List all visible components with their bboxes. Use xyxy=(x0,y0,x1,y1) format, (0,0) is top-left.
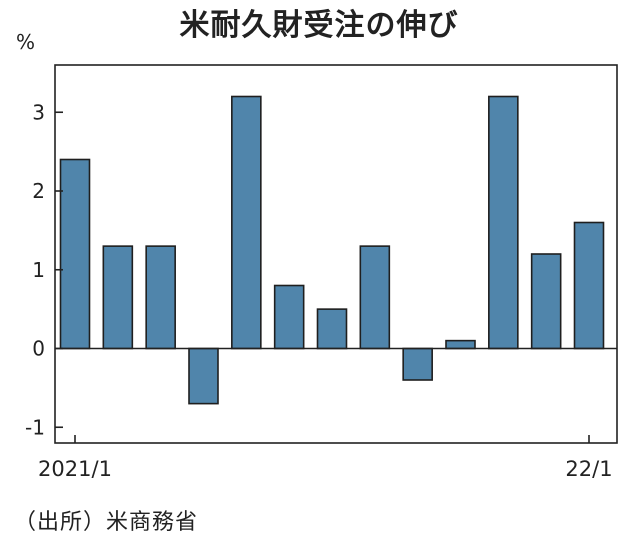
chart-title: 米耐久財受注の伸び xyxy=(179,8,459,43)
bar xyxy=(402,347,433,381)
bar xyxy=(445,339,476,350)
bar xyxy=(573,221,605,350)
plot-frame xyxy=(54,64,618,444)
bar xyxy=(231,95,262,350)
y-axis-unit: % xyxy=(16,30,36,54)
bar xyxy=(188,347,219,405)
x-tick-label: 2021/1 xyxy=(38,457,112,481)
y-tick-label: 0 xyxy=(32,337,45,361)
bar xyxy=(102,245,134,350)
bar xyxy=(59,158,91,350)
y-tick-label: 2 xyxy=(32,179,45,203)
bar xyxy=(316,308,348,350)
bar xyxy=(145,245,176,350)
bar xyxy=(530,253,562,350)
y-tick-label: -1 xyxy=(25,415,45,439)
y-tick-label: 3 xyxy=(32,100,45,124)
bar xyxy=(488,95,519,350)
bar xyxy=(359,245,391,350)
x-tick-label: 22/1 xyxy=(565,457,612,481)
bar xyxy=(273,284,305,350)
y-tick-label: 1 xyxy=(32,258,45,282)
source-note: （出所）米商務省 xyxy=(14,510,199,535)
